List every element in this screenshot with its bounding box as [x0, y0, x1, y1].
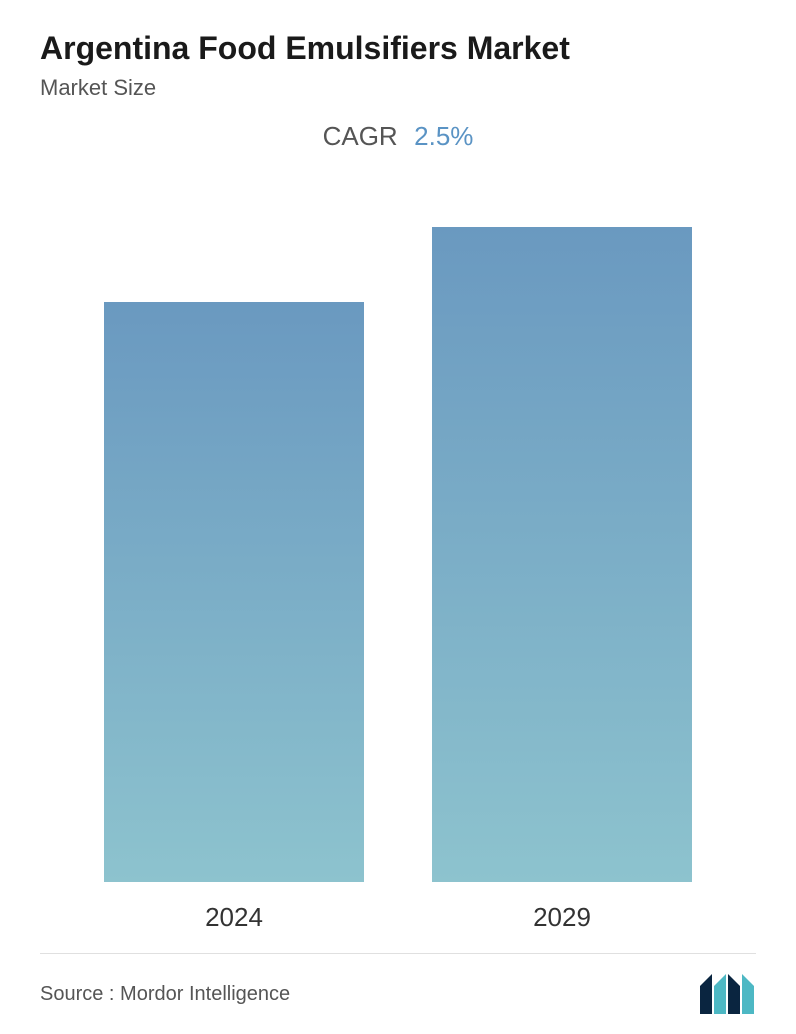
chart-subtitle: Market Size	[40, 75, 756, 101]
bar-label-2024: 2024	[205, 902, 263, 933]
source-label: Source :	[40, 983, 114, 1005]
bar-group-2024: 2024	[70, 302, 398, 933]
cagr-label: CAGR	[323, 121, 398, 151]
bar-2024	[104, 302, 364, 882]
cagr-value: 2.5%	[414, 121, 473, 151]
chart-title: Argentina Food Emulsifiers Market	[40, 30, 756, 67]
bar-group-2029: 2029	[398, 227, 726, 933]
source-text: Source : Mordor Intelligence	[40, 983, 290, 1006]
source-value: Mordor Intelligence	[120, 983, 290, 1005]
bar-label-2029: 2029	[533, 902, 591, 933]
mordor-logo-icon	[700, 974, 756, 1014]
bar-2029	[432, 227, 692, 882]
footer: Source : Mordor Intelligence	[40, 953, 756, 1014]
chart-area: 2024 2029	[40, 212, 756, 953]
chart-container: Argentina Food Emulsifiers Market Market…	[0, 0, 796, 1034]
cagr-row: CAGR 2.5%	[40, 121, 756, 152]
